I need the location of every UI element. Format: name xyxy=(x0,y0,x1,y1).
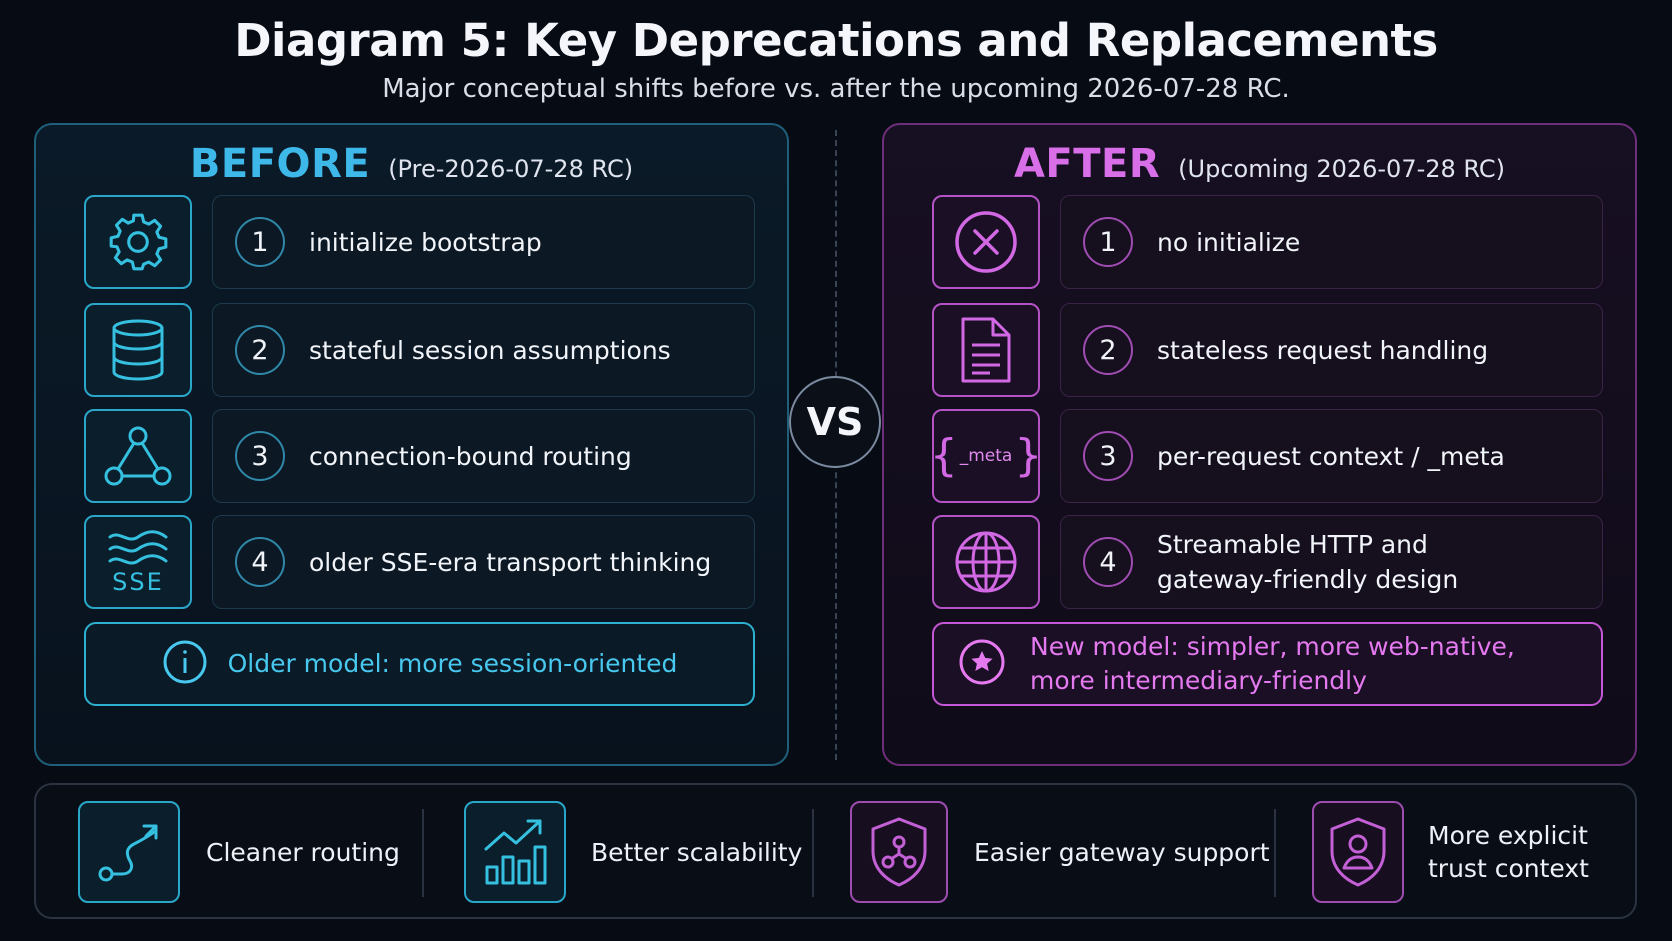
step-number-badge: 4 xyxy=(1083,537,1133,587)
shield-user-icon xyxy=(1312,801,1404,903)
step-number-badge: 2 xyxy=(235,325,285,375)
after-item-2: 2 stateless request handling xyxy=(1060,303,1603,397)
before-header: BEFORE (Pre-2026-07-28 RC) xyxy=(36,141,787,187)
benefit-text: Better scalability xyxy=(591,838,803,867)
after-qualifier: (Upcoming 2026-07-28 RC) xyxy=(1178,155,1506,183)
benefit-text: Easier gateway support xyxy=(974,838,1270,867)
after-summary-note: New model: simpler, more web-native, mor… xyxy=(932,622,1603,706)
before-item-2: 2 stateful session assumptions xyxy=(212,303,755,397)
sse-waves-icon: SSE xyxy=(84,515,192,609)
before-item-text: older SSE-era transport thinking xyxy=(309,547,712,577)
after-header: AFTER (Upcoming 2026-07-28 RC) xyxy=(884,141,1635,187)
globe-icon xyxy=(932,515,1040,609)
before-summary-note: Older model: more session-oriented xyxy=(84,622,755,706)
after-note-text: New model: simpler, more web-native, mor… xyxy=(1030,630,1515,698)
after-item-text-line2: gateway-friendly design xyxy=(1157,565,1459,594)
after-item-text: no initialize xyxy=(1157,227,1301,257)
after-heading: AFTER xyxy=(1013,141,1161,187)
before-item-text: initialize bootstrap xyxy=(309,227,542,257)
step-number-badge: 1 xyxy=(1083,217,1133,267)
benefit-text-line2: trust context xyxy=(1428,854,1589,883)
shield-network-icon xyxy=(850,801,948,903)
step-number-badge: 4 xyxy=(235,537,285,587)
before-panel: BEFORE (Pre-2026-07-28 RC) 1 initialize b… xyxy=(34,123,789,766)
step-number-badge: 2 xyxy=(1083,325,1133,375)
benefit-text: Cleaner routing xyxy=(206,838,400,867)
network-nodes-icon xyxy=(84,409,192,503)
x-circle-icon xyxy=(932,195,1040,289)
meta-braces-icon: { _meta } xyxy=(930,409,1042,503)
benefit-text-line1: More explicit xyxy=(1428,821,1588,850)
benefit-separator xyxy=(422,809,424,897)
step-number-badge: 3 xyxy=(1083,431,1133,481)
gear-icon xyxy=(84,195,192,289)
before-item-3: 3 connection-bound routing xyxy=(212,409,755,503)
sse-icon-label: SSE xyxy=(112,568,164,596)
before-item-text: connection-bound routing xyxy=(309,441,632,471)
route-icon xyxy=(78,801,180,903)
info-icon xyxy=(162,639,208,690)
before-qualifier: (Pre-2026-07-28 RC) xyxy=(388,155,634,183)
after-note-line1: New model: simpler, more web-native, xyxy=(1030,632,1515,661)
document-icon xyxy=(932,303,1040,397)
page-subtitle: Major conceptual shifts before vs. after… xyxy=(382,74,1290,104)
benefit-separator xyxy=(812,809,814,897)
star-circle-icon xyxy=(958,638,1006,691)
page-title: Diagram 5: Key Deprecations and Replacem… xyxy=(234,14,1438,67)
step-number-badge: 1 xyxy=(235,217,285,267)
after-item-4: 4 Streamable HTTP and gateway-friendly d… xyxy=(1060,515,1603,609)
after-item-3: 3 per-request context / _meta xyxy=(1060,409,1603,503)
before-item-4: 4 older SSE-era transport thinking xyxy=(212,515,755,609)
before-note-text: Older model: more session-oriented xyxy=(227,649,678,678)
before-heading: BEFORE xyxy=(189,141,371,187)
meta-icon-label: _meta xyxy=(959,446,1013,466)
benefit-text: More explicit trust context xyxy=(1428,819,1589,885)
after-panel: AFTER (Upcoming 2026-07-28 RC) 1 no initi… xyxy=(882,123,1637,766)
benefits-bar: Cleaner routing Better scalability Easie… xyxy=(34,783,1637,919)
after-item-text: Streamable HTTP and gateway-friendly des… xyxy=(1157,527,1458,597)
after-item-text: stateless request handling xyxy=(1157,335,1489,365)
bar-chart-growth-icon xyxy=(464,801,566,903)
database-icon xyxy=(84,303,192,397)
vs-badge: VS xyxy=(789,376,881,468)
after-item-text: per-request context / _meta xyxy=(1157,441,1505,471)
after-note-line2: more intermediary-friendly xyxy=(1030,666,1367,695)
benefit-separator xyxy=(1274,809,1276,897)
step-number-badge: 3 xyxy=(235,431,285,481)
after-item-1: 1 no initialize xyxy=(1060,195,1603,289)
before-item-text: stateful session assumptions xyxy=(309,335,671,365)
after-item-text-line1: Streamable HTTP and xyxy=(1157,530,1428,559)
before-item-1: 1 initialize bootstrap xyxy=(212,195,755,289)
